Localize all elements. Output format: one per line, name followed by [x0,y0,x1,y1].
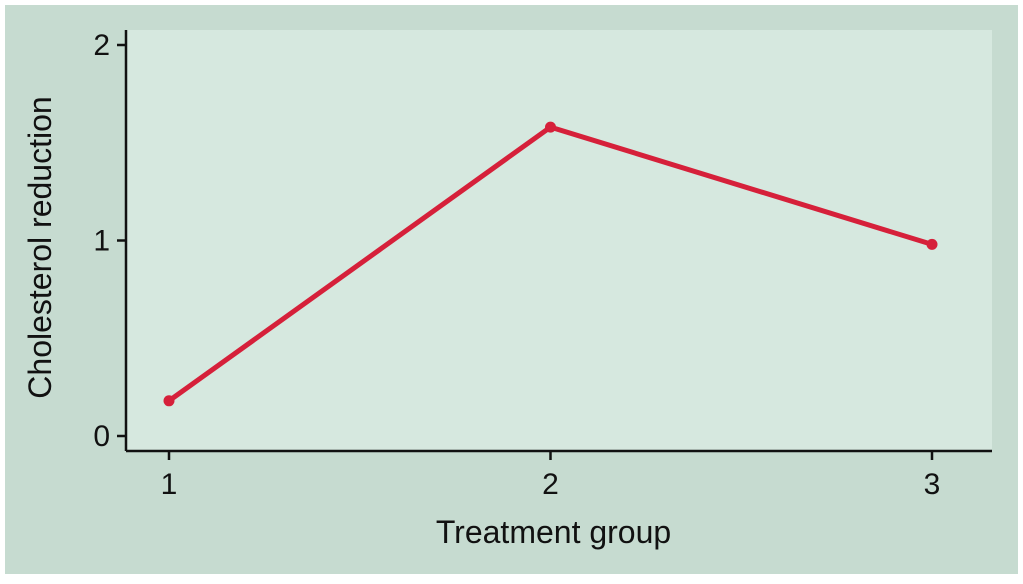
chart-figure: 0 1 2 1 2 3 Cholesterol reduction Treatment g… [5,5,1018,574]
line-chart: 0 1 2 1 2 3 Cholesterol reduction Treatment g… [22,29,992,550]
y-axis-title: Cholesterol reduction [22,96,58,398]
x-tick-label: 1 [161,468,178,501]
y-tick-label: 0 [93,420,110,453]
y-tick-label: 2 [93,29,110,62]
data-point [545,121,556,133]
y-tick-label: 1 [93,225,110,258]
data-point [163,395,175,407]
series-layer [163,121,938,407]
x-tick-label: 2 [542,468,559,501]
x-tick-label: 3 [924,468,941,501]
plot-area [126,30,992,451]
x-axis-title: Treatment group [436,514,671,550]
data-point [926,238,938,250]
axes: 0 1 2 1 2 3 [93,29,992,501]
